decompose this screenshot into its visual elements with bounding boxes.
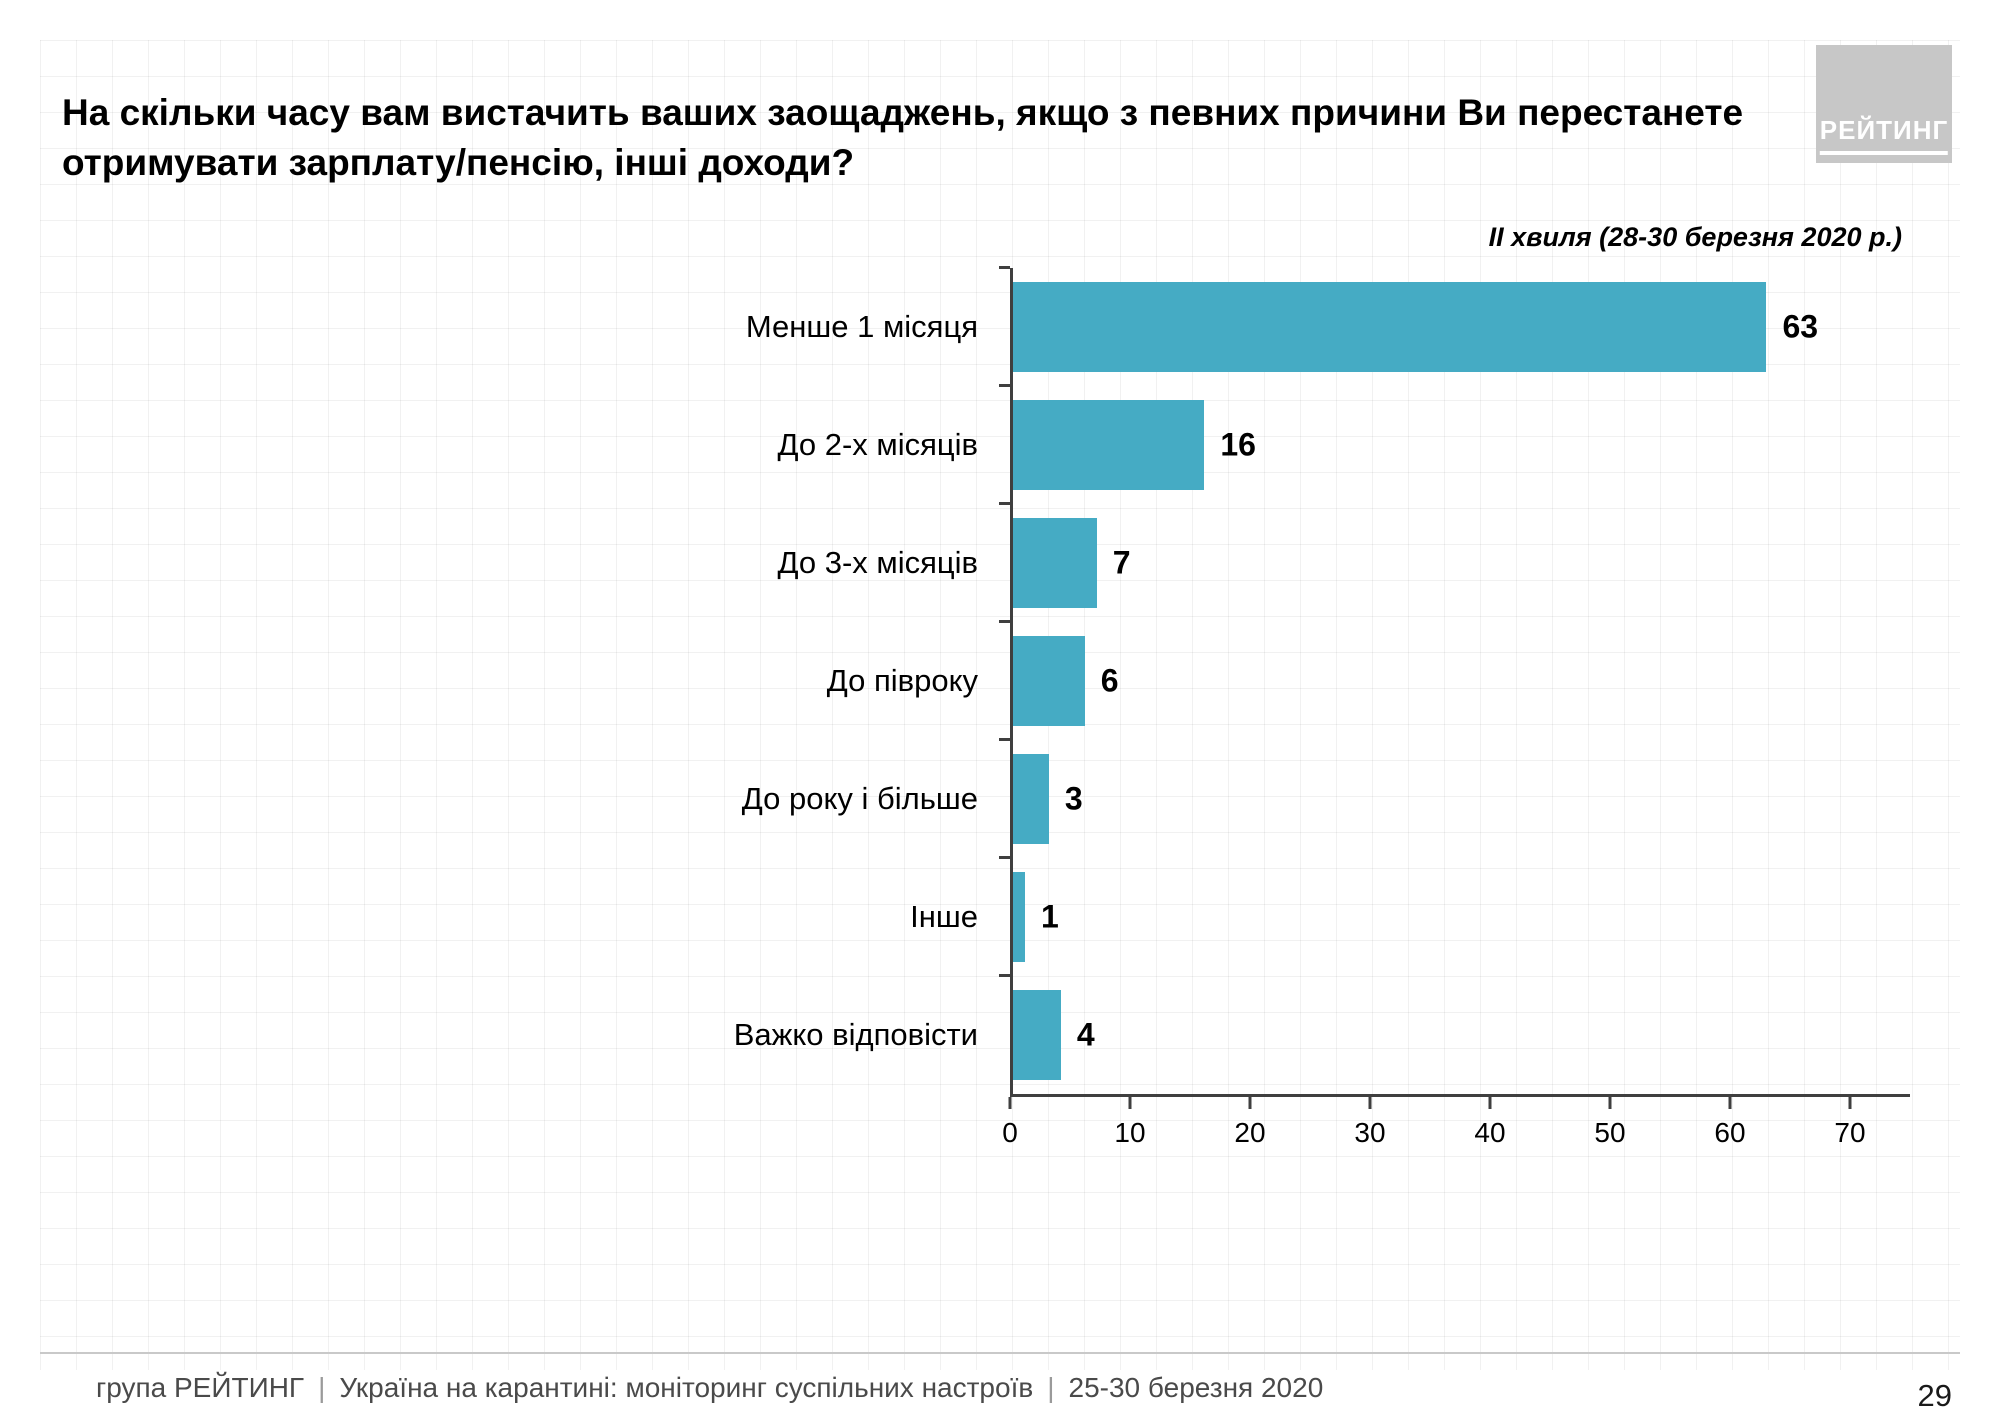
x-axis-tick-label: 20	[1234, 1117, 1266, 1148]
bar	[1013, 990, 1061, 1080]
bar-row: До 3-х місяців 7	[60, 502, 1910, 622]
x-axis-tick-label: 50	[1594, 1117, 1626, 1148]
bar-row: До півроку 6	[60, 620, 1910, 740]
bar-value-label: 6	[1100, 662, 1119, 699]
x-axis-tick-label: 60	[1714, 1117, 1746, 1148]
category-label: Інше	[910, 899, 978, 934]
rating-logo-text: РЕЙТИНГ	[1819, 115, 1949, 155]
x-axis-row: 0 10 20 30 40 50 60 70	[60, 1094, 1910, 1172]
category-label: До півроку	[826, 663, 978, 698]
x-axis-tick	[1728, 1097, 1732, 1109]
footer-divider	[40, 1352, 1960, 1354]
category-label: До 2-х місяців	[777, 427, 978, 462]
bar-value-label: 4	[1076, 1016, 1095, 1053]
axis-spacer	[60, 1094, 1010, 1172]
bar-value-label: 3	[1064, 780, 1083, 817]
category-label: До року і більше	[741, 781, 978, 816]
footer-project: Україна на карантині: моніторинг суспіль…	[339, 1372, 1034, 1403]
x-axis-tick-label: 10	[1114, 1117, 1146, 1148]
footer-separator: |	[1047, 1372, 1055, 1403]
plot-segment: 16	[999, 384, 1910, 504]
bar	[1013, 872, 1025, 962]
category-label: До 3-х місяців	[777, 545, 978, 580]
plot-segment: 6	[999, 620, 1910, 740]
footer-separator: |	[318, 1372, 326, 1403]
bar-row: Важко відповісти 4	[60, 974, 1910, 1094]
x-axis-tick-label: 0	[1002, 1117, 1018, 1148]
bar-row: До 2-х місяців 16	[60, 384, 1910, 504]
x-axis-tick	[1488, 1097, 1492, 1109]
chart-rows: Менше 1 місяця 63 До 2-х місяців 16 До 3-х м…	[60, 266, 1910, 1094]
plot-segment: 4	[999, 974, 1910, 1094]
x-axis-tick	[1848, 1097, 1852, 1109]
x-axis-tick	[1008, 1097, 1012, 1109]
plot-segment: 7	[999, 502, 1910, 622]
bar-value-label: 7	[1112, 544, 1131, 581]
category-label: Важко відповісти	[733, 1017, 978, 1052]
plot-segment: 63	[999, 266, 1910, 386]
bar-row: До року і більше 3	[60, 738, 1910, 858]
bar-row: Інше 1	[60, 856, 1910, 976]
bar	[1013, 754, 1049, 844]
background-grid	[40, 40, 1960, 1370]
category-label: Менше 1 місяця	[745, 309, 978, 344]
x-axis: 0 10 20 30 40 50 60 70	[1002, 1094, 1910, 1172]
bar-chart: Менше 1 місяця 63 До 2-х місяців 16 До 3-х м…	[60, 266, 1910, 1172]
page-number: 29	[1917, 1378, 1952, 1413]
slide-title: На скільки часу вам вистачить ваших заощ…	[62, 92, 1744, 183]
x-axis-tick	[1248, 1097, 1252, 1109]
bar	[1013, 282, 1767, 372]
plot-segment: 3	[999, 738, 1910, 858]
rating-logo: РЕЙТИНГ	[1816, 45, 1952, 163]
footer: група РЕЙТИНГ | Україна на карантині: моні…	[96, 1372, 1323, 1404]
footer-org: група РЕЙТИНГ	[96, 1372, 305, 1403]
bar-row: Менше 1 місяця 63	[60, 266, 1910, 386]
footer-dates: 25-30 березня 2020	[1068, 1372, 1324, 1403]
x-axis-tick	[1128, 1097, 1132, 1109]
bar-value-label: 1	[1040, 898, 1059, 935]
bar	[1013, 636, 1085, 726]
x-axis-tick-label: 30	[1354, 1117, 1386, 1148]
x-axis-tick	[1608, 1097, 1612, 1109]
bar	[1013, 518, 1097, 608]
wave-subtitle: ІІ хвиля (28-30 березня 2020 р.)	[1488, 222, 1902, 252]
bar-value-label: 63	[1782, 308, 1819, 345]
x-axis-tick-label: 70	[1834, 1117, 1866, 1148]
x-axis-tick	[1368, 1097, 1372, 1109]
bar	[1013, 400, 1205, 490]
x-axis-tick-label: 40	[1474, 1117, 1506, 1148]
plot-segment: 1	[999, 856, 1910, 976]
bar-value-label: 16	[1220, 426, 1256, 463]
